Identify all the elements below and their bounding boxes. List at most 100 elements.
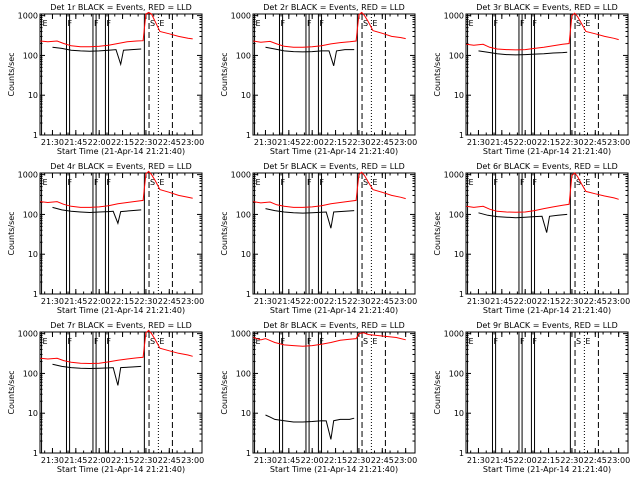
x-tick-label: 21:45: [64, 456, 87, 465]
y-axis-label: Counts/sec: [7, 52, 16, 96]
event-marker-label: F: [532, 337, 537, 346]
y-tick-label: 10: [241, 91, 251, 100]
plot-frame: [465, 331, 629, 454]
series-line-events: [265, 46, 355, 66]
event-marker-label: F: [280, 19, 285, 28]
event-marker-label: S: [363, 178, 368, 187]
series-line-events: [52, 46, 142, 67]
y-tick-label: 1: [33, 449, 38, 458]
y-tick-label: 1: [246, 131, 251, 140]
y-tick-label: 100: [236, 210, 251, 219]
x-tick-label: 23:00: [394, 297, 417, 306]
y-tick-label: 10: [241, 250, 251, 259]
panel-title: Det 2r BLACK = Events, RED = LLD: [263, 3, 405, 12]
panel-title: Det 5r BLACK = Events, RED = LLD: [263, 162, 405, 171]
chart-panel-7: Det 7r BLACK = Events, RED = LLD Counts/s…: [7, 321, 204, 474]
event-marker-label: F: [67, 19, 72, 28]
series-line-events: [265, 208, 355, 229]
x-tick-label: 22:45: [371, 456, 394, 465]
x-axis-label: Start Time (21-Apr-14 21:21:40): [57, 465, 185, 474]
y-tick-label: 1: [459, 449, 464, 458]
x-tick-label: 23:00: [394, 456, 417, 465]
x-tick-label: 22:30: [347, 456, 370, 465]
y-tick-label: 100: [23, 51, 38, 60]
panel-title: Det 6r BLACK = Events, RED = LLD: [476, 162, 618, 171]
event-marker-label: F: [94, 19, 99, 28]
event-marker-label: F: [307, 337, 312, 346]
x-tick-label: 22:00: [514, 297, 537, 306]
event-marker-label: E: [372, 337, 377, 346]
event-marker-label: F: [94, 337, 99, 346]
y-tick-label: 1: [246, 449, 251, 458]
event-marker-label: E: [43, 337, 48, 346]
y-tick-label: 1000: [444, 12, 464, 21]
x-tick-label: 23:00: [181, 456, 204, 465]
event-marker-label: E: [469, 19, 474, 28]
event-marker-label: F: [319, 178, 324, 187]
panel-title: Det 1r BLACK = Events, RED = LLD: [50, 3, 192, 12]
panel-title: Det 3r BLACK = Events, RED = LLD: [476, 3, 618, 12]
event-marker-label: F: [106, 337, 111, 346]
panel-title: Det 7r BLACK = Events, RED = LLD: [50, 321, 192, 330]
y-tick-label: 1000: [231, 12, 251, 21]
y-tick-label: 1000: [444, 171, 464, 180]
plot-frame: [252, 172, 416, 295]
x-tick-label: 22:00: [301, 297, 324, 306]
x-tick-label: 22:30: [347, 297, 370, 306]
y-tick-label: 1: [33, 131, 38, 140]
plot-frame: [252, 13, 416, 136]
x-tick-label: 22:45: [158, 138, 181, 147]
y-tick-label: 100: [449, 369, 464, 378]
x-tick-label: 21:30: [467, 297, 490, 306]
y-tick-label: 10: [241, 409, 251, 418]
x-tick-label: 22:00: [88, 456, 111, 465]
event-marker-label: F: [67, 337, 72, 346]
x-axis-label: Start Time (21-Apr-14 21:21:40): [270, 465, 398, 474]
x-tick-label: 22:30: [134, 138, 157, 147]
x-axis-label: Start Time (21-Apr-14 21:21:40): [270, 306, 398, 315]
panel-title: Det 4r BLACK = Events, RED = LLD: [50, 162, 192, 171]
plot-frame: [465, 172, 629, 295]
series-line-lld: [466, 172, 619, 213]
event-marker-label: F: [520, 178, 525, 187]
panel-title: Det 8r BLACK = Events, RED = LLD: [263, 321, 405, 330]
y-tick-label: 10: [454, 409, 464, 418]
event-marker-label: E: [256, 178, 261, 187]
x-tick-label: 22:30: [560, 456, 583, 465]
x-axis-label: Start Time (21-Apr-14 21:21:40): [483, 306, 611, 315]
x-tick-label: 23:00: [394, 138, 417, 147]
chart-panel-4: Det 4r BLACK = Events, RED = LLD Counts/s…: [7, 162, 204, 315]
x-tick-label: 22:00: [514, 138, 537, 147]
x-tick-label: 22:15: [111, 297, 134, 306]
x-tick-label: 23:00: [181, 138, 204, 147]
y-tick-label: 1000: [18, 330, 38, 339]
plot-frame: [252, 331, 416, 454]
x-tick-label: 21:45: [64, 297, 87, 306]
y-tick-label: 1: [33, 290, 38, 299]
event-marker-label: F: [307, 19, 312, 28]
x-tick-label: 21:45: [490, 456, 513, 465]
x-tick-label: 22:15: [111, 456, 134, 465]
x-tick-label: 21:45: [277, 456, 300, 465]
x-tick-label: 22:30: [134, 456, 157, 465]
x-tick-label: 22:45: [371, 138, 394, 147]
x-tick-label: 21:45: [277, 297, 300, 306]
x-tick-label: 21:30: [41, 297, 64, 306]
chart-panel-1: Det 1r BLACK = Events, RED = LLD Counts/s…: [7, 3, 204, 156]
x-axis-label: Start Time (21-Apr-14 21:21:40): [483, 465, 611, 474]
y-axis-label: Counts/sec: [220, 52, 229, 96]
x-tick-label: 23:00: [607, 138, 630, 147]
x-tick-label: 22:00: [88, 138, 111, 147]
event-marker-label: E: [372, 19, 377, 28]
y-tick-label: 10: [454, 91, 464, 100]
event-marker-label: E: [43, 19, 48, 28]
x-tick-label: 22:45: [584, 138, 607, 147]
x-axis-label: Start Time (21-Apr-14 21:21:40): [483, 147, 611, 156]
x-tick-label: 22:45: [584, 456, 607, 465]
x-tick-label: 22:15: [537, 297, 560, 306]
y-axis-label: Counts/sec: [220, 211, 229, 255]
series-line-events: [265, 414, 355, 440]
y-tick-label: 10: [28, 91, 38, 100]
x-tick-label: 23:00: [181, 297, 204, 306]
x-tick-label: 21:45: [490, 138, 513, 147]
